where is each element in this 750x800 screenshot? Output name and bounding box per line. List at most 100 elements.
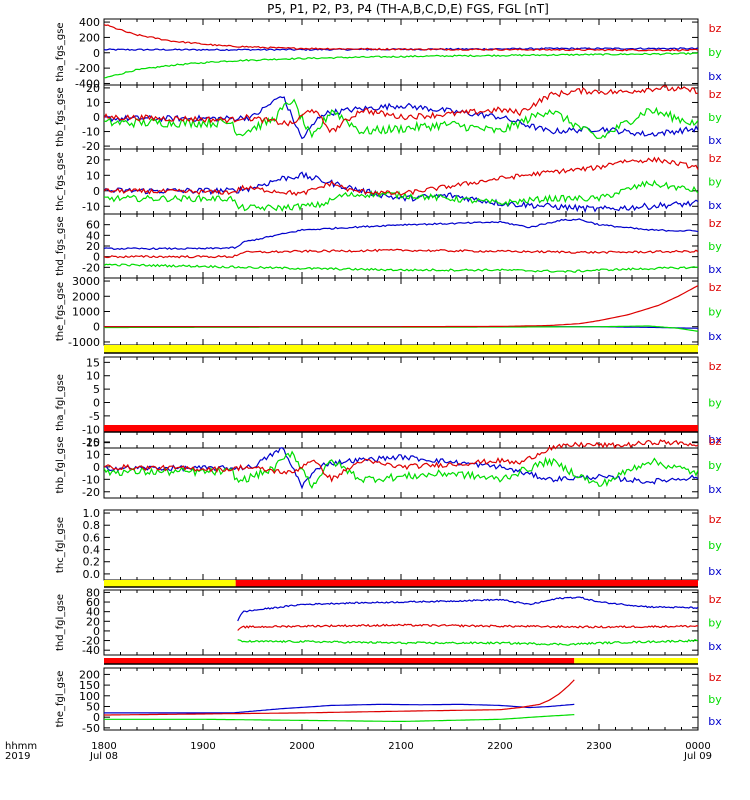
coverage-bar-segment [104,580,236,587]
panel-frame [103,148,699,215]
y-tick-label: -200 [75,62,100,75]
y-axis-label: the_fgl_gse [55,671,66,728]
legend-by: by [708,693,722,706]
y-tick-label: -10 [82,126,100,139]
y-tick-label: 60 [86,219,100,232]
x-axis-row2-label: 2019 [5,751,30,762]
y-tick-label: 10 [86,96,100,109]
legend-by: by [708,539,722,552]
y-tick-label: -15 [82,437,100,450]
legend-by: by [708,397,722,410]
legend-bz: bz [709,152,722,165]
y-tick-label: 0 [93,185,100,198]
legend-bx: bx [708,263,722,276]
legend-bz: bz [709,360,722,373]
y-tick-label: 40 [86,229,100,242]
series-by-line [104,98,698,140]
panel-thc_fgl_gse: 1.00.80.60.40.20.0 thc_fgl_gse bz by bx [55,507,722,581]
y-tick-label: 0 [93,47,100,60]
y-tick-label: 0 [93,461,100,474]
series-bx-line [104,703,575,714]
panel-frame [103,18,699,86]
y-tick-label: 50 [86,700,100,713]
series-by-line [104,714,575,723]
x-tick-label: 1800 [91,741,116,752]
y-tick-label: -10 [82,200,100,213]
legend-bz: bz [709,217,722,230]
y-tick-label: 20 [86,615,100,628]
panel-frame [103,84,699,150]
y-tick-label: -400 [75,77,100,90]
y-tick-label: -10 [82,473,100,486]
y-tick-label: 10 [86,448,100,461]
legend-by: by [708,459,722,472]
coverage-bar-segment [104,425,698,432]
y-tick-label: 0.0 [83,568,101,581]
legend-bz: bz [709,281,722,294]
panel-frame [103,589,699,656]
coverage-bar-segment [104,345,698,353]
legend-bx: bx [708,433,722,446]
x-axis-row1-label: hhmm [5,741,37,752]
y-axis-label: thc_fgl_gse [55,517,66,573]
x-tick-label: 0000 [685,741,710,752]
y-axis-label: thd_fgs_gse [55,216,66,275]
legend-by: by [708,176,722,189]
y-tick-label: -20 [82,635,100,648]
legend-by: by [708,617,722,630]
x-axis: hhmm 2019 1800 1900 2000 2100 2200 2300 0000Ju… [5,741,712,762]
series-by-line [104,450,698,489]
y-tick-label: -40 [82,644,100,657]
coverage-bar-segment [104,658,575,664]
y-tick-label: 10 [86,370,100,383]
series-by-line [104,263,698,273]
x-date-label: Jul 08 [89,751,118,762]
legend-bz: bz [709,671,722,684]
y-tick-label: 0.2 [83,556,101,569]
y-tick-label: -20 [82,140,100,153]
series-by-line [104,179,698,212]
y-axis-label: thb_fgs_gse [55,87,66,146]
y-tick-label: 2000 [72,290,100,303]
y-axis-label: the_fgs_gse [55,282,66,341]
y-tick-label: 0 [93,711,100,724]
y-tick-label: 0 [93,251,100,264]
legend-by: by [708,46,722,59]
y-tick-label: 0 [93,321,100,334]
legend-bz: bz [709,513,722,526]
x-tick-label: 2300 [586,741,611,752]
y-tick-label: 20 [86,240,100,253]
series-bx-line [237,596,698,622]
y-tick-label: -1000 [68,336,100,349]
series-bz-line [104,679,575,716]
y-tick-label: 0.6 [83,531,101,544]
y-tick-label: 1.0 [83,507,101,520]
x-tick-label: 2000 [289,741,314,752]
legend-bz: bz [709,593,722,606]
x-tick-label: 2200 [487,741,512,752]
series-bz-line [237,623,698,631]
legend-by: by [708,306,722,319]
y-axis-label: tha_fgs_gse [55,22,66,81]
series-bz-line [104,156,698,197]
y-tick-label: 20 [86,154,100,167]
y-tick-label: -50 [82,722,100,735]
series-by-line [104,52,698,79]
y-tick-label: -20 [82,261,100,274]
y-tick-label: 80 [86,586,100,599]
panel-thc_fgs_gse: 20 10 0 -10 thc_fgs_gse bz by bx [55,148,722,215]
y-tick-label: 1000 [72,306,100,319]
series-bx-line [104,447,698,490]
y-tick-label: 40 [86,606,100,619]
y-tick-label: 0 [93,397,100,410]
y-tick-label: 3000 [72,275,100,288]
y-tick-label: 20 [86,82,100,95]
series-bz-line [104,285,698,328]
legend-bx: bx [708,565,722,578]
